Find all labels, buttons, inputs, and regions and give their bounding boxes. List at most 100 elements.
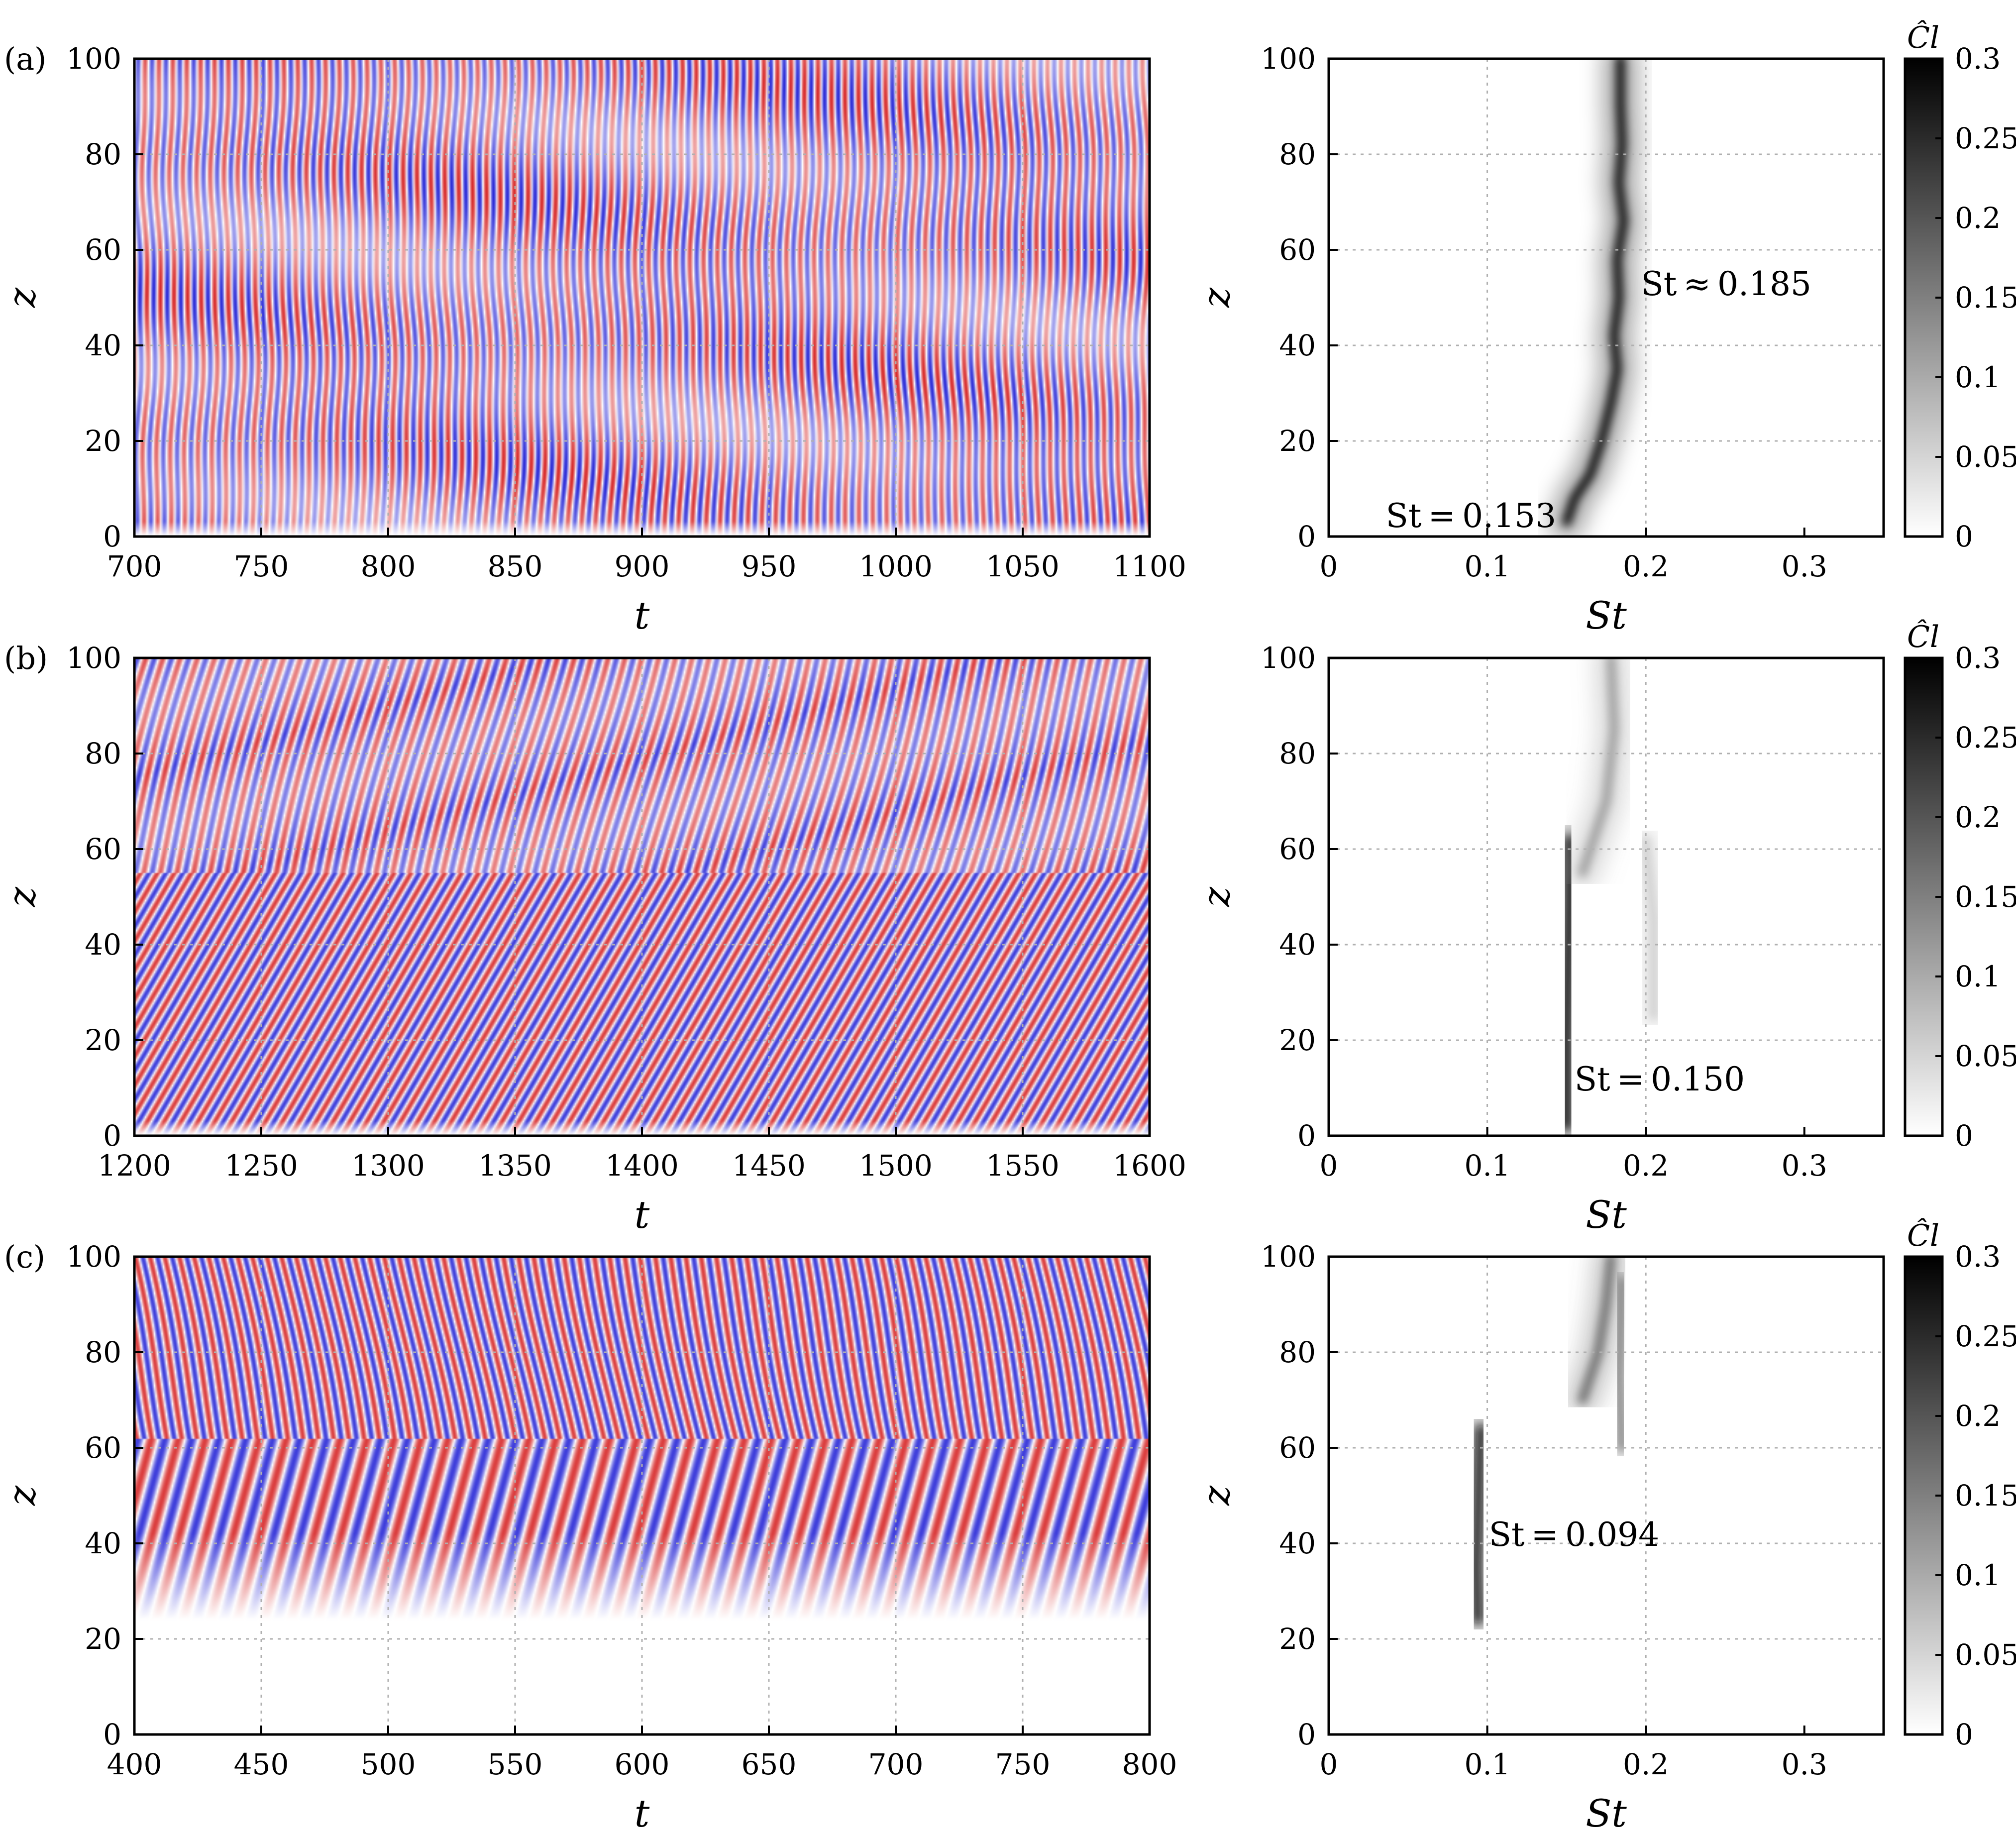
y-tick-label: 40 bbox=[1279, 928, 1316, 962]
x-tick-label: 700 bbox=[107, 549, 162, 583]
x-tick-label: 800 bbox=[1122, 1747, 1177, 1781]
colorbar-tick-label: 0.15 bbox=[1955, 281, 2016, 315]
colorbar-tick-label: 0.1 bbox=[1955, 360, 2001, 394]
y-tick-label: 0 bbox=[1297, 1119, 1316, 1153]
y-tick-label: 100 bbox=[66, 641, 121, 675]
plot-frame bbox=[133, 656, 1151, 1137]
y-axis-label: z bbox=[1194, 287, 1238, 308]
panel-label: (b) bbox=[4, 640, 48, 676]
y-tick-label: 100 bbox=[66, 42, 121, 76]
y-tick-label: 0 bbox=[103, 520, 121, 553]
strouhal-annotation: St = 0.150 bbox=[1575, 1060, 1745, 1098]
y-tick-label: 60 bbox=[85, 1431, 121, 1465]
y-tick-label: 100 bbox=[1261, 641, 1316, 675]
panel-c-left: 400 450 500 550 600 650 700 750 800 0 20 40 60 80 100 t… bbox=[0, 1239, 1177, 1836]
x-tick-label: 500 bbox=[361, 1747, 416, 1781]
panel-label: (c) bbox=[4, 1239, 45, 1275]
plot-frame bbox=[1327, 57, 1885, 538]
x-tick-label: 1050 bbox=[986, 549, 1060, 583]
y-tick-label: 100 bbox=[1261, 1240, 1316, 1274]
x-tick-label: 1000 bbox=[859, 549, 933, 583]
x-tick-label: 850 bbox=[488, 549, 543, 583]
x-tick-label: 950 bbox=[742, 549, 797, 583]
x-tick-label: 650 bbox=[742, 1747, 797, 1781]
y-axis-label: z bbox=[0, 886, 44, 907]
x-tick-label: 550 bbox=[488, 1747, 543, 1781]
spectrum-ridges bbox=[1459, 1257, 1640, 1637]
colorbar-tick-label: 0 bbox=[1955, 1119, 1973, 1153]
colorbar: 0 0.05 0.1 0.15 0.2 0.25 0.3 Ĉl bbox=[1904, 619, 2016, 1153]
panel-b-right: 0 0.1 0.2 0.3 0 20 40 60 80 100 St z St = 0.150 bbox=[1194, 641, 1885, 1237]
y-tick-label: 0 bbox=[1297, 520, 1316, 553]
y-tick-label: 60 bbox=[1279, 832, 1316, 866]
x-tick-label: 1400 bbox=[605, 1149, 679, 1183]
colorbar-tick-label: 0.1 bbox=[1955, 960, 2001, 993]
y-tick-label: 20 bbox=[85, 424, 121, 458]
ridge bbox=[1642, 835, 1658, 1020]
y-tick-label: 40 bbox=[1279, 328, 1316, 362]
x-tick-label: 750 bbox=[234, 549, 289, 583]
x-tick-label: 0.1 bbox=[1464, 1747, 1510, 1781]
x-tick-label: 1450 bbox=[732, 1149, 806, 1183]
y-tick-label: 80 bbox=[85, 137, 121, 171]
y-tick-label: 0 bbox=[1297, 1718, 1316, 1751]
ridge bbox=[1472, 1424, 1485, 1624]
x-tick-label: 0.3 bbox=[1782, 1747, 1827, 1781]
y-tick-label: 0 bbox=[103, 1718, 121, 1751]
x-axis-label: St bbox=[1586, 593, 1627, 638]
y-tick-label: 60 bbox=[1279, 1431, 1316, 1465]
x-tick-label: 0 bbox=[1320, 549, 1338, 583]
y-axis-label: z bbox=[1194, 1485, 1238, 1506]
x-tick-label: 0.2 bbox=[1623, 1747, 1669, 1781]
y-tick-label: 80 bbox=[1279, 737, 1316, 770]
x-tick-label: 400 bbox=[107, 1747, 162, 1781]
x-tick-label: 0.3 bbox=[1782, 549, 1827, 583]
x-axis-label: t bbox=[635, 593, 650, 638]
y-tick-label: 40 bbox=[85, 928, 121, 962]
y-axis-label: z bbox=[0, 1485, 44, 1506]
x-tick-label: 1550 bbox=[986, 1149, 1060, 1183]
colorbar-tick-label: 0.25 bbox=[1955, 1319, 2016, 1353]
y-tick-label: 0 bbox=[103, 1119, 121, 1153]
colorbar-tick-label: 0 bbox=[1955, 1718, 1973, 1751]
colorbar-title: Ĉl bbox=[1907, 19, 1939, 55]
plot-frame bbox=[1327, 656, 1885, 1137]
colorbar-tick-label: 0.25 bbox=[1955, 721, 2016, 755]
y-tick-label: 40 bbox=[85, 1526, 121, 1560]
colorbar-tick-label: 0.05 bbox=[1955, 1638, 2016, 1672]
x-tick-label: 750 bbox=[995, 1747, 1051, 1781]
panel-b-left: 1200 1250 1300 1350 1400 1450 1500 1550 1600 0 20 4… bbox=[0, 640, 1186, 1237]
colorbar: 0 0.05 0.1 0.15 0.2 0.25 0.3 Ĉl bbox=[1904, 19, 2016, 553]
colorbar-tick-label: 0.3 bbox=[1955, 641, 2001, 675]
y-tick-label: 20 bbox=[1279, 1023, 1316, 1057]
colorbar-tick-label: 0.1 bbox=[1955, 1558, 2001, 1592]
y-tick-label: 60 bbox=[1279, 233, 1316, 267]
y-tick-label: 80 bbox=[85, 737, 121, 770]
x-tick-label: 0.1 bbox=[1464, 549, 1510, 583]
colorbar-tick-label: 0.25 bbox=[1955, 121, 2016, 155]
colorbar: 0 0.05 0.1 0.15 0.2 0.25 0.3 Ĉl bbox=[1904, 1217, 2016, 1751]
y-tick-label: 40 bbox=[1279, 1526, 1316, 1560]
y-tick-label: 20 bbox=[85, 1622, 121, 1656]
colorbar-tick-label: 0 bbox=[1955, 520, 1973, 553]
x-tick-label: 700 bbox=[868, 1747, 924, 1781]
x-tick-label: 900 bbox=[615, 549, 670, 583]
panel-a-right: 0 0.1 0.2 0.3 0 20 40 60 80 100 St z St ≈ 0.185 St = … bbox=[1194, 42, 1885, 638]
colorbar-tick-label: 0.2 bbox=[1955, 1399, 2001, 1433]
strouhal-annotation: St = 0.153 bbox=[1386, 497, 1556, 535]
colorbar-tick-label: 0.3 bbox=[1955, 1240, 2001, 1274]
y-axis-label: z bbox=[0, 287, 44, 308]
ridge bbox=[1562, 59, 1628, 527]
x-tick-label: 1300 bbox=[351, 1149, 425, 1183]
colorbar-tick-label: 0.05 bbox=[1955, 1039, 2016, 1073]
spectrum-ridges bbox=[1549, 658, 1672, 1136]
panel-c-right: 0 0.1 0.2 0.3 0 20 40 60 80 100 St z St = 0.094 bbox=[1194, 1240, 1885, 1836]
colorbar-tick-label: 0.3 bbox=[1955, 42, 2001, 76]
x-tick-label: 600 bbox=[615, 1747, 670, 1781]
x-tick-label: 1200 bbox=[98, 1149, 171, 1183]
panel-label: (a) bbox=[4, 41, 46, 77]
x-tick-label: 1250 bbox=[224, 1149, 298, 1183]
x-tick-label: 0.1 bbox=[1464, 1149, 1510, 1183]
x-tick-label: 800 bbox=[361, 549, 416, 583]
x-tick-label: 450 bbox=[234, 1747, 289, 1781]
